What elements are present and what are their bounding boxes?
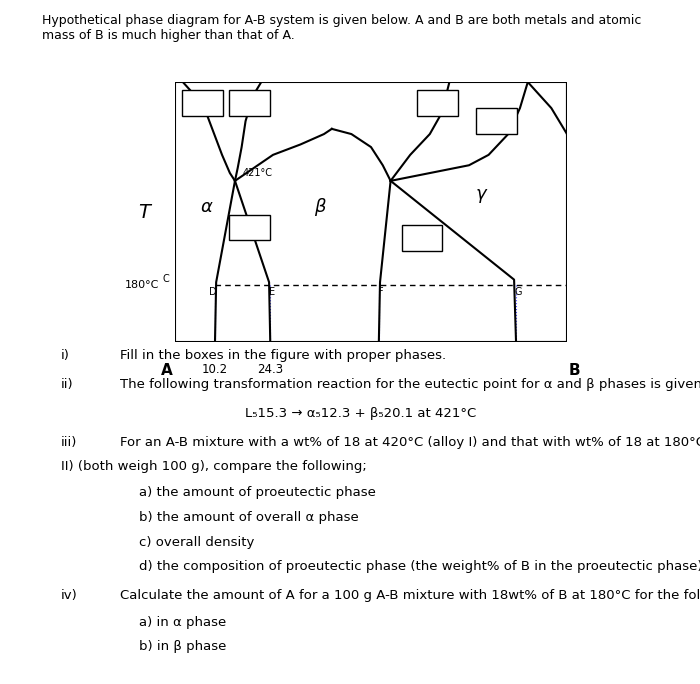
Text: iv): iv): [61, 590, 78, 603]
Text: iii): iii): [61, 436, 78, 449]
Text: T: T: [138, 202, 150, 222]
Text: b) the amount of overall α phase: b) the amount of overall α phase: [139, 511, 359, 524]
Text: b) in β phase: b) in β phase: [139, 640, 227, 653]
Text: G: G: [514, 287, 522, 298]
Text: L₅15.3 → α₅12.3 + β₅20.1 at 421°C: L₅15.3 → α₅12.3 + β₅20.1 at 421°C: [245, 407, 476, 420]
Text: F: F: [378, 287, 384, 298]
Text: For an A-B mixture with a wt% of 18 at 420°C (alloy I) and that with wt% of 18 a: For an A-B mixture with a wt% of 18 at 4…: [120, 436, 700, 449]
Text: c) overall density: c) overall density: [139, 536, 255, 549]
Text: a) in α phase: a) in α phase: [139, 616, 226, 629]
Text: ii): ii): [61, 378, 74, 391]
Text: II) (both weigh 100 g), compare the following;: II) (both weigh 100 g), compare the foll…: [61, 460, 367, 473]
Text: 10.2: 10.2: [202, 363, 228, 376]
Text: 421°C: 421°C: [243, 168, 273, 178]
Text: 180°C: 180°C: [125, 280, 160, 290]
Text: E: E: [270, 287, 275, 298]
Text: A: A: [161, 363, 173, 378]
Text: Calculate the amount of A for a 100 g A-B mixture with 18wt% of B at 180°C for t: Calculate the amount of A for a 100 g A-…: [120, 590, 700, 603]
Text: Hypothetical phase diagram for A-B system is given below. A and B are both metal: Hypothetical phase diagram for A-B syste…: [42, 14, 641, 42]
Text: i): i): [61, 349, 70, 362]
Text: D: D: [209, 287, 217, 298]
Text: d) the composition of proeutectic phase (the weight% of B in the proeutectic pha: d) the composition of proeutectic phase …: [139, 560, 700, 573]
Text: α: α: [200, 198, 212, 216]
Text: γ: γ: [475, 185, 486, 203]
Text: B: B: [569, 363, 581, 378]
Text: The following transformation reaction for the eutectic point for α and β phases : The following transformation reaction fo…: [120, 378, 700, 391]
Text: Fill in the boxes in the figure with proper phases.: Fill in the boxes in the figure with pro…: [120, 349, 446, 362]
Text: 24.3: 24.3: [257, 363, 284, 376]
Text: C: C: [162, 274, 169, 285]
Text: a) the amount of proeutectic phase: a) the amount of proeutectic phase: [139, 486, 376, 499]
Text: β: β: [314, 198, 326, 216]
